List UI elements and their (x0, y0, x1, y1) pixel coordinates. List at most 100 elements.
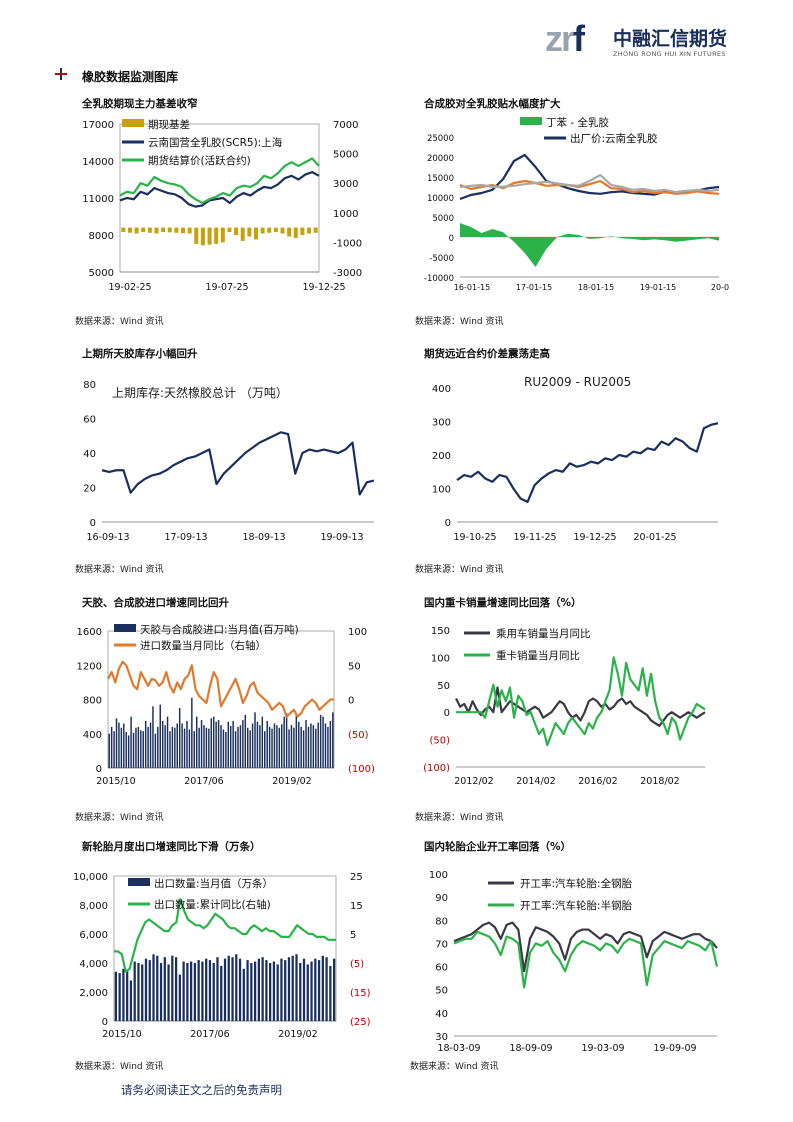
x-tick-label: 16-01-15 (454, 283, 490, 292)
x-tick-label: 19-09-13 (320, 532, 363, 543)
bar (237, 726, 239, 768)
y-tick-label: 2,000 (79, 988, 108, 999)
chart-tire-exports: 10,000 8,000 6,000 4,000 2,000 0 25 15 5 (5) (15) (… (73, 872, 371, 1040)
bar (269, 963, 272, 1021)
y2-tick-label: 0 (348, 696, 354, 707)
line-series (459, 173, 720, 194)
company-logo: zrf 中融汇信期货 ZHONG RONG HUI XIN FUTURES (545, 18, 745, 64)
y-tick-label: 70 (435, 939, 448, 950)
line-series (119, 157, 320, 205)
y2-tick-label: 100 (348, 627, 367, 638)
chart-contract-spread: 400 300 200 100 019-10-25 19-11-25 19-12-25 20-… (432, 375, 719, 543)
bar (147, 726, 149, 768)
y-tick-label: 40 (435, 1009, 448, 1020)
y-tick-label: 0 (90, 518, 96, 529)
bar (181, 227, 186, 234)
y-tick-label: 100 (431, 653, 450, 664)
x-tick-label: 2017/06 (190, 1029, 229, 1040)
bar (205, 958, 208, 1021)
y-tick-label: 400 (432, 384, 451, 395)
bar (178, 974, 181, 1021)
bar (329, 965, 332, 1021)
bar (272, 961, 276, 1021)
y-tick-label: 17000 (82, 120, 114, 131)
bar (178, 708, 181, 768)
bar (239, 725, 242, 768)
bar (134, 227, 139, 234)
chart-title: 国内轮胎企业开工率回落（%） (424, 841, 572, 853)
bar (300, 726, 302, 768)
bar (227, 227, 232, 233)
bar (140, 730, 142, 768)
bar (190, 961, 193, 1021)
x-tick-label: 19-10-25 (453, 532, 496, 543)
chart-synthetic-discount: 25000 20000 15000 10000 5000 0 -5000 -1000016-0… (424, 116, 729, 292)
bar (307, 227, 312, 234)
bar (314, 958, 317, 1021)
bar (227, 955, 230, 1021)
bar (129, 980, 133, 1021)
bar (247, 727, 249, 768)
x-tick-label: 16-09-13 (86, 532, 129, 543)
y-tick-label: (100) (423, 763, 450, 774)
bar (121, 227, 126, 233)
bar (207, 227, 212, 245)
y-tick-label: -10000 (424, 274, 454, 284)
bar (244, 714, 247, 768)
bar (187, 227, 192, 234)
y2-tick-label: 50 (348, 661, 361, 672)
bar (305, 720, 307, 768)
bar (332, 712, 334, 768)
x-tick-label: 18-09-13 (242, 532, 285, 543)
y-tick-label: 10,000 (73, 872, 108, 883)
bar (254, 712, 256, 768)
y2-tick-label: (50) (348, 730, 369, 741)
legend-label: RU2009 - RU2005 (524, 375, 631, 389)
bar (137, 963, 140, 1021)
bar (312, 725, 315, 768)
bar (126, 970, 129, 1021)
bar (171, 955, 174, 1021)
bar (317, 960, 321, 1021)
y2-tick-label: (15) (350, 988, 371, 999)
bar (295, 954, 298, 1021)
bar (267, 227, 272, 233)
bar (142, 731, 144, 768)
bar (232, 720, 234, 768)
logo-chinese-name: 中融汇信期货 (613, 28, 728, 50)
source-note: 数据来源：Wind 资讯 (415, 565, 504, 575)
y-tick-label: 5000 (432, 214, 454, 224)
bar (265, 960, 268, 1021)
bar (229, 726, 232, 768)
bar (295, 714, 298, 768)
bar (144, 958, 148, 1021)
bar (120, 727, 123, 768)
bar (261, 716, 264, 769)
legend-label: 重卡销量当月同比 (496, 649, 580, 662)
bar (212, 963, 215, 1021)
y-tick-label: 40 (83, 449, 96, 460)
bar (152, 954, 155, 1021)
bar (200, 720, 203, 768)
bar (163, 957, 166, 1021)
y-tick-label: 60 (435, 963, 448, 974)
chart-title: 天胶、合成胶进口增速同比回升 (82, 597, 229, 609)
bar (198, 727, 200, 768)
bar (238, 958, 242, 1021)
bar (127, 227, 132, 233)
bar (285, 713, 288, 768)
bar (273, 227, 278, 233)
source-note: 数据来源：Wind 资讯 (410, 1062, 499, 1072)
bar (127, 735, 130, 768)
chart-title: 国内重卡销量增速同比回落（%） (424, 597, 582, 609)
bar (208, 960, 212, 1021)
x-tick-label: 19-07-25 (205, 282, 248, 293)
source-note: 数据来源：Wind 资讯 (75, 317, 164, 327)
bar (182, 961, 185, 1021)
y2-tick-label: 5 (350, 930, 356, 941)
bar (220, 965, 223, 1021)
source-note: 数据来源：Wind 资讯 (75, 1062, 164, 1072)
x-tick-label: 19-12-25 (573, 532, 616, 543)
x-tick-label: 2017/06 (184, 776, 223, 787)
legend-label: 乘用车销量当月同比 (496, 627, 591, 640)
